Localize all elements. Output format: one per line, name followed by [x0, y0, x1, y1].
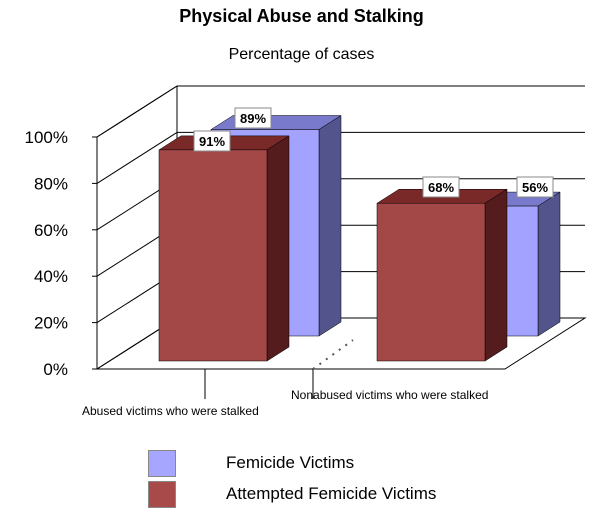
category-label-abused: Abused victims who were stalked [82, 404, 259, 418]
data-label: 56% [522, 180, 548, 195]
data-label-box [516, 176, 554, 198]
bar-side-face [266, 135, 290, 362]
bar-chart: 0% 20% 40% 60% 80% 100% 89% 56% 91% 68% Abused vic… [25, 85, 587, 418]
data-label: 91% [199, 134, 225, 149]
y-tick-label: 60% [34, 221, 68, 240]
legend-item-femicide: Femicide Victims [148, 449, 354, 477]
legend-swatch-femicide [148, 449, 176, 477]
data-label: 89% [240, 111, 266, 126]
data-label-femicide-nonabused: 56% [516, 176, 554, 198]
data-label-box [193, 130, 231, 152]
side-gridline [96, 131, 178, 184]
y-tick-label: 20% [34, 314, 68, 333]
legend-swatch-attempted-femicide [148, 480, 176, 508]
bar-side-face [484, 188, 508, 362]
data-label-box [234, 107, 272, 129]
data-label-attempted-nonabused: 68% [422, 176, 460, 198]
y-tick-label: 100% [25, 128, 68, 147]
legend-item-attempted-femicide: Attempted Femicide Victims [148, 480, 436, 508]
category-label-nonabused: Nonabused victims who were stalked [291, 388, 488, 402]
bar-attempted-abused [158, 135, 290, 362]
data-label-attempted-abused: 91% [193, 130, 231, 152]
bar-front-face [376, 202, 486, 362]
bar-top-face [210, 115, 342, 130]
chart-title: Physical Abuse and Stalking [179, 6, 424, 26]
bar-front-face [158, 149, 268, 362]
y-tick-label: 80% [34, 174, 68, 193]
bar-attempted-nonabused [376, 188, 508, 362]
data-label-box [422, 176, 460, 198]
y-tick-label: 0% [43, 360, 68, 379]
bar-side-face [537, 191, 561, 337]
side-gridline [96, 85, 178, 138]
data-label: 68% [428, 180, 454, 195]
legend-label-attempted-femicide: Attempted Femicide Victims [226, 484, 437, 503]
y-tick-label: 40% [34, 267, 68, 286]
plot-area: 0% 20% 40% 60% 80% 100% 89% 56% 91% 68% Abused vic… [25, 85, 587, 418]
data-label-femicide-abused: 89% [234, 107, 272, 129]
floor-separator [312, 339, 354, 370]
chart-subtitle: Percentage of cases [228, 46, 375, 63]
legend-label-femicide: Femicide Victims [226, 453, 355, 472]
bar-side-face [318, 115, 342, 337]
